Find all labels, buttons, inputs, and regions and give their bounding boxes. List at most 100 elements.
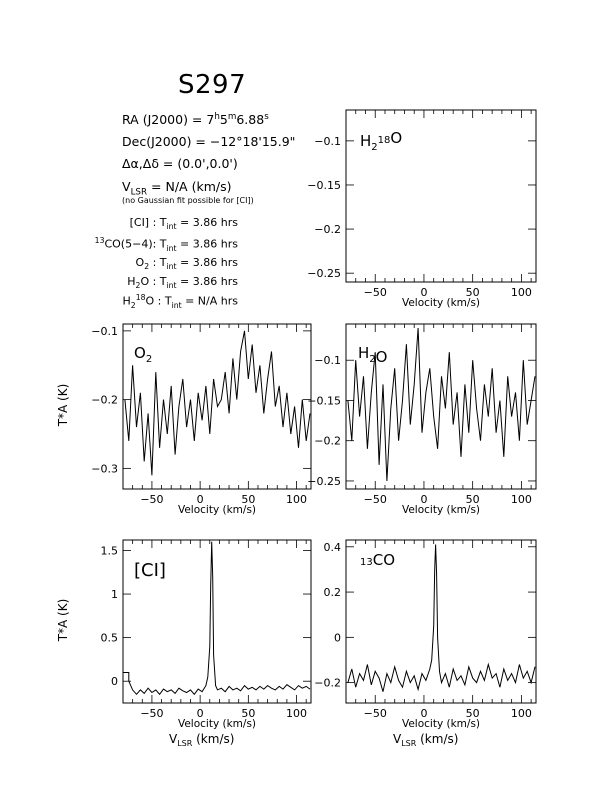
y-tick-label: −0.2 <box>314 677 341 690</box>
y-tick-label: −0.15 <box>307 394 341 407</box>
ra-text: RA (J2000) = 7 <box>122 112 215 128</box>
vlsr-axis-label: VLSR (km/s) <box>393 732 458 748</box>
spectrum-line <box>347 544 536 692</box>
tint-h2o: H2O : Tint = 3.86 hrs <box>127 275 238 290</box>
spectrum-line <box>124 330 311 476</box>
offset-line: Δα,Δδ = (0.0',0.0') <box>122 156 238 171</box>
tint-h218o-a: H <box>122 294 131 308</box>
x-tick-label: −50 <box>364 707 387 720</box>
tint-h218o-c: O : T <box>145 294 172 308</box>
species-label: H2O <box>358 344 387 366</box>
x-tick-label: 0 <box>197 493 204 506</box>
vlsr-axis-label: VLSR (km/s) <box>169 732 234 748</box>
y-tick-label: 1 <box>111 588 118 601</box>
tint-h218o-d: = N/A hrs <box>181 294 238 308</box>
tint-h218o: H218O : Tint = N/A hrs <box>123 293 239 310</box>
ra-line: RA (J2000) = 7h5m6.88s <box>122 112 269 127</box>
tint-13co: 13CO(5−4): Tint = 3.86 hrs <box>95 236 238 253</box>
x-tick-label: 0 <box>420 286 427 299</box>
y-tick-label: −0.1 <box>314 135 341 148</box>
vlsr-value: = N/A (km/s) <box>147 179 232 194</box>
x-tick-label: 100 <box>511 707 532 720</box>
y-tick-label: 0.4 <box>324 541 342 554</box>
y-tick-label: 0 <box>111 675 118 688</box>
tint-o2-c: = 3.86 hrs <box>176 256 238 269</box>
tint-h218o-sup: 18 <box>135 293 146 302</box>
tint-ci-a: [CI] : T <box>129 216 167 229</box>
y-tick-label: −0.2 <box>314 223 341 236</box>
source-title: S297 <box>178 70 247 100</box>
vlsr-sub: LSR <box>130 187 148 198</box>
tint-h2o-c: = 3.86 hrs <box>176 275 238 288</box>
plot-frame-2 <box>345 323 537 490</box>
x-tick-label: −50 <box>364 286 387 299</box>
x-axis-label: Velocity (km/s) <box>402 504 480 516</box>
y-tick-label: −0.1 <box>314 354 341 367</box>
y-tick-label: 1.5 <box>101 544 119 557</box>
tint-h218o-sub2: int <box>171 300 182 310</box>
x-axis-label: Velocity (km/s) <box>178 718 256 730</box>
x-tick-label: 100 <box>286 707 307 720</box>
tint-h2o-sub: 2 <box>135 281 141 291</box>
species-label: 13CO <box>360 551 395 569</box>
x-tick-label: 0 <box>420 493 427 506</box>
dec-text: Dec(J2000) = −12°18'15.9" <box>122 134 296 149</box>
x-tick-label: 50 <box>466 286 480 299</box>
y-tick-label: 0.5 <box>101 632 119 645</box>
x-axis-label: Velocity (km/s) <box>402 718 480 730</box>
y-tick-label: −0.2 <box>314 435 341 448</box>
y-tick-label: 0 <box>334 631 341 644</box>
ra-min-value: 5 <box>219 112 228 128</box>
y-tick-label: 0.2 <box>324 586 342 599</box>
tint-o2-sub2: int <box>166 262 177 272</box>
tint-h2o-sub2: int <box>166 281 177 291</box>
ra-m: m <box>227 112 237 122</box>
x-tick-label: 100 <box>511 493 532 506</box>
tint-h2o-b: O : T <box>140 275 167 288</box>
plot-frame-4 <box>345 539 537 704</box>
x-tick-label: −50 <box>140 707 163 720</box>
x-tick-label: 0 <box>420 707 427 720</box>
y-axis-label: T*A (K) <box>56 599 70 643</box>
x-axis-label: Velocity (km/s) <box>178 504 256 516</box>
y-axis-label: T*A (K) <box>56 384 70 428</box>
x-tick-label: 100 <box>286 493 307 506</box>
species-label: O2 <box>134 344 152 365</box>
tint-13co-sup: 13 <box>94 236 105 245</box>
species-label: H218O <box>360 129 402 153</box>
plot-frame-3 <box>122 539 312 704</box>
tint-h2o-a: H <box>127 275 136 288</box>
tint-ci-b: = 3.86 hrs <box>176 216 238 229</box>
plot-frame-1 <box>122 323 312 490</box>
x-tick-label: 50 <box>466 493 480 506</box>
tint-h218o-sub: 2 <box>130 300 136 310</box>
x-tick-label: 100 <box>511 286 532 299</box>
dec-line: Dec(J2000) = −12°18'15.9" <box>122 134 295 149</box>
tint-o2-a: O <box>135 256 145 269</box>
y-tick-label: −0.1 <box>91 325 118 338</box>
tint-o2: O2 : Tint = 3.86 hrs <box>136 256 238 271</box>
spectrum-line <box>347 327 536 482</box>
x-tick-label: 50 <box>241 493 255 506</box>
x-axis-label: Velocity (km/s) <box>402 297 480 309</box>
fit-note: (no Gaussian fit possible for [CI]) <box>122 196 254 205</box>
tint-13co-c: = 3.86 hrs <box>176 237 238 251</box>
x-tick-label: 0 <box>197 707 204 720</box>
tint-13co-b: CO(5−4): T <box>104 237 167 251</box>
ra-h: h <box>214 112 220 122</box>
y-tick-label: −0.2 <box>91 394 118 407</box>
x-tick-label: 50 <box>466 707 480 720</box>
x-tick-label: 50 <box>241 707 255 720</box>
species-label: [CI] <box>134 560 166 581</box>
vlsr-line: VLSR = N/A (km/s) <box>122 179 231 198</box>
tint-ci: [CI] : Tint = 3.86 hrs <box>130 216 238 231</box>
y-tick-label: −0.3 <box>91 462 118 475</box>
tint-o2-b: : T <box>149 256 167 269</box>
spectrum-line <box>123 541 311 696</box>
plot-frame-0 <box>345 109 537 283</box>
tint-o2-sub: 2 <box>144 262 150 272</box>
vlsr-v: V <box>122 179 131 194</box>
x-tick-label: −50 <box>140 493 163 506</box>
ra-s: s <box>264 112 269 122</box>
